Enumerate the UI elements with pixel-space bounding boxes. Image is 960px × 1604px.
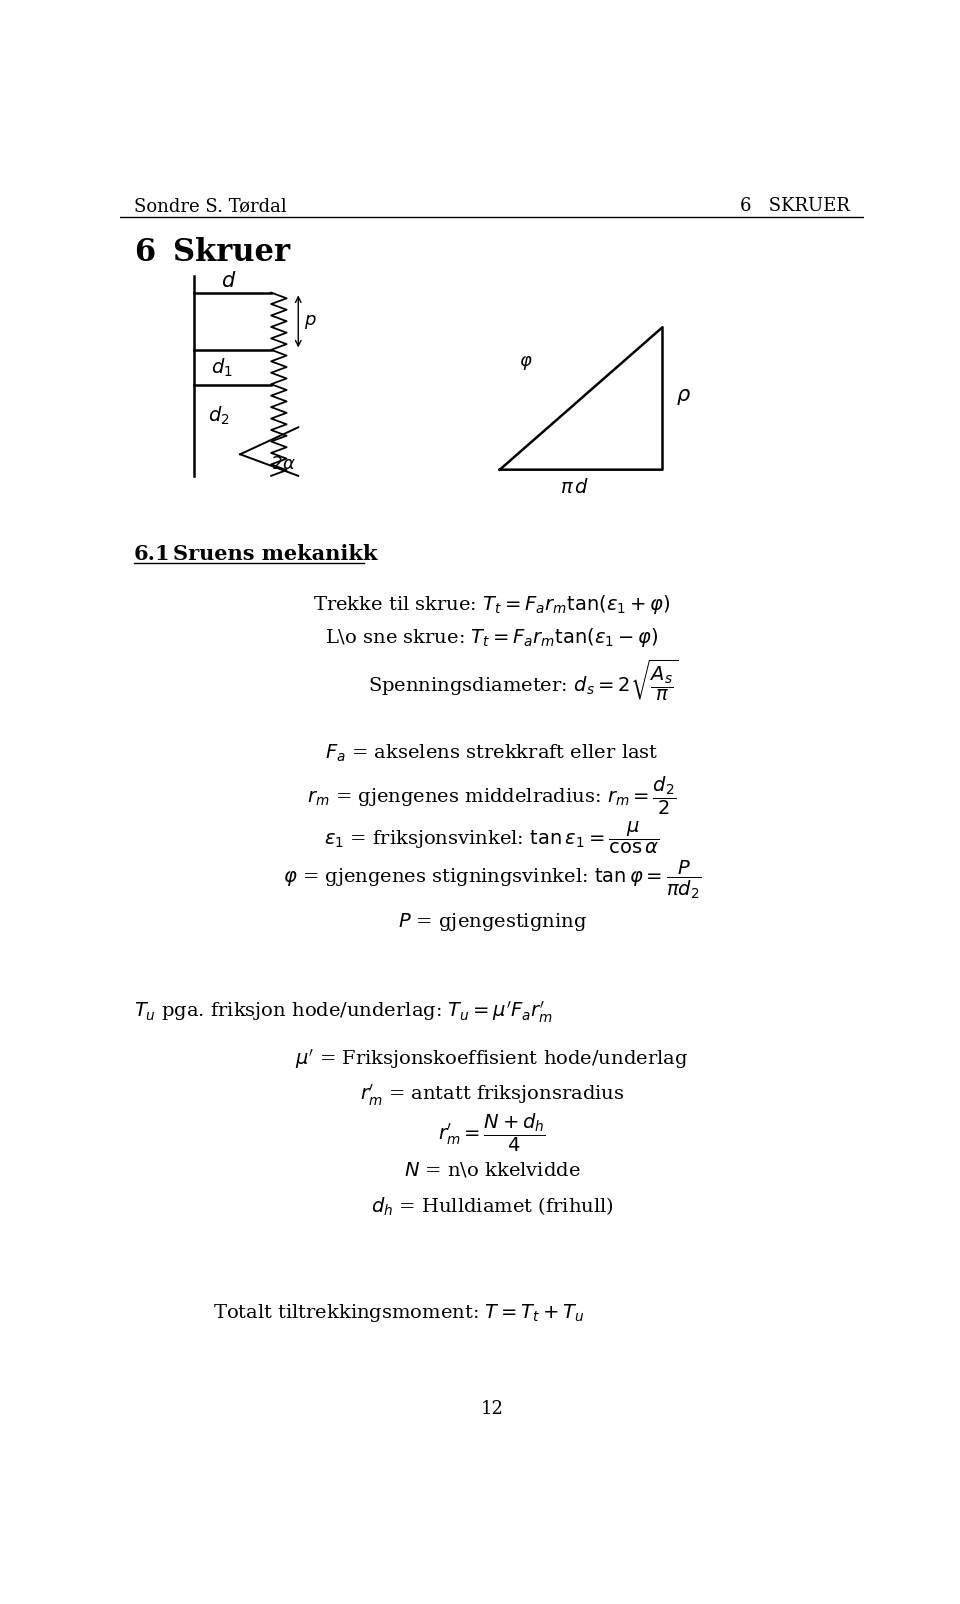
Text: $\varphi$: $\varphi$ xyxy=(519,354,533,372)
Text: $p$: $p$ xyxy=(303,313,316,330)
Text: Skruer: Skruer xyxy=(173,237,290,268)
Text: $r_m^\prime = \dfrac{N + d_h}{4}$: $r_m^\prime = \dfrac{N + d_h}{4}$ xyxy=(438,1112,546,1153)
Text: $d_h$ = Hulldiamet (frihull): $d_h$ = Hulldiamet (frihull) xyxy=(371,1195,613,1217)
Text: $r_m^\prime$ = antatt friksjonsradius: $r_m^\prime$ = antatt friksjonsradius xyxy=(360,1083,624,1108)
Text: 6: 6 xyxy=(134,237,156,268)
Text: $\pi\, d$: $\pi\, d$ xyxy=(561,478,589,497)
Text: $d_2$: $d_2$ xyxy=(207,404,229,427)
Text: $d$: $d$ xyxy=(221,271,236,290)
Text: Totalt tiltrekkingsmoment: $T = T_t + T_u$: Totalt tiltrekkingsmoment: $T = T_t + T_… xyxy=(213,1302,585,1323)
Text: $N$ = n\o kkelvidde: $N$ = n\o kkelvidde xyxy=(404,1160,580,1179)
Text: $r_m$ = gjengenes middelradius: $r_m = \dfrac{d_2}{2}$: $r_m$ = gjengenes middelradius: $r_m = \… xyxy=(307,775,677,816)
Text: Sruens mekanikk: Sruens mekanikk xyxy=(173,544,377,565)
Text: Trekke til skrue: $T_t = F_a r_m \tan(\varepsilon_1 + \varphi)$: Trekke til skrue: $T_t = F_a r_m \tan(\v… xyxy=(313,593,671,616)
Text: $P$ = gjengestigning: $P$ = gjengestigning xyxy=(397,911,587,934)
Text: 6.1: 6.1 xyxy=(134,544,171,565)
Text: $\varepsilon_1$ = friksjonsvinkel: $\tan \varepsilon_1 = \dfrac{\mu}{\cos \alpha: $\varepsilon_1$ = friksjonsvinkel: $\tan… xyxy=(324,820,660,857)
Text: $\mu^\prime$ = Friksjonskoeffisient hode/underlag: $\mu^\prime$ = Friksjonskoeffisient hode… xyxy=(296,1047,688,1071)
Text: $\rho$: $\rho$ xyxy=(677,387,691,406)
Text: Spenningsdiameter: $d_s = 2\sqrt{\dfrac{A_s}{\pi}}$: Spenningsdiameter: $d_s = 2\sqrt{\dfrac{… xyxy=(368,658,679,704)
Text: $2\alpha$: $2\alpha$ xyxy=(271,454,297,473)
Text: $\varphi$ = gjengenes stigningsvinkel: $\tan \varphi = \dfrac{P}{\pi d_2}$: $\varphi$ = gjengenes stigningsvinkel: $… xyxy=(283,858,701,901)
Text: $F_a$ = akselens strekkraft eller last: $F_a$ = akselens strekkraft eller last xyxy=(325,743,659,764)
Text: 6   SKRUER: 6 SKRUER xyxy=(740,197,850,215)
Text: L\o sne skrue: $T_t = F_a r_m \tan(\varepsilon_1 - \varphi)$: L\o sne skrue: $T_t = F_a r_m \tan(\vare… xyxy=(325,626,659,650)
Text: Sondre S. Tørdal: Sondre S. Tørdal xyxy=(134,197,287,215)
Text: $d_1$: $d_1$ xyxy=(211,356,233,379)
Text: $T_u$ pga. friksjon hode/underlag: $T_u = \mu^\prime F_a r_m^\prime$: $T_u$ pga. friksjon hode/underlag: $T_u … xyxy=(134,999,553,1025)
Text: 12: 12 xyxy=(481,1400,503,1418)
